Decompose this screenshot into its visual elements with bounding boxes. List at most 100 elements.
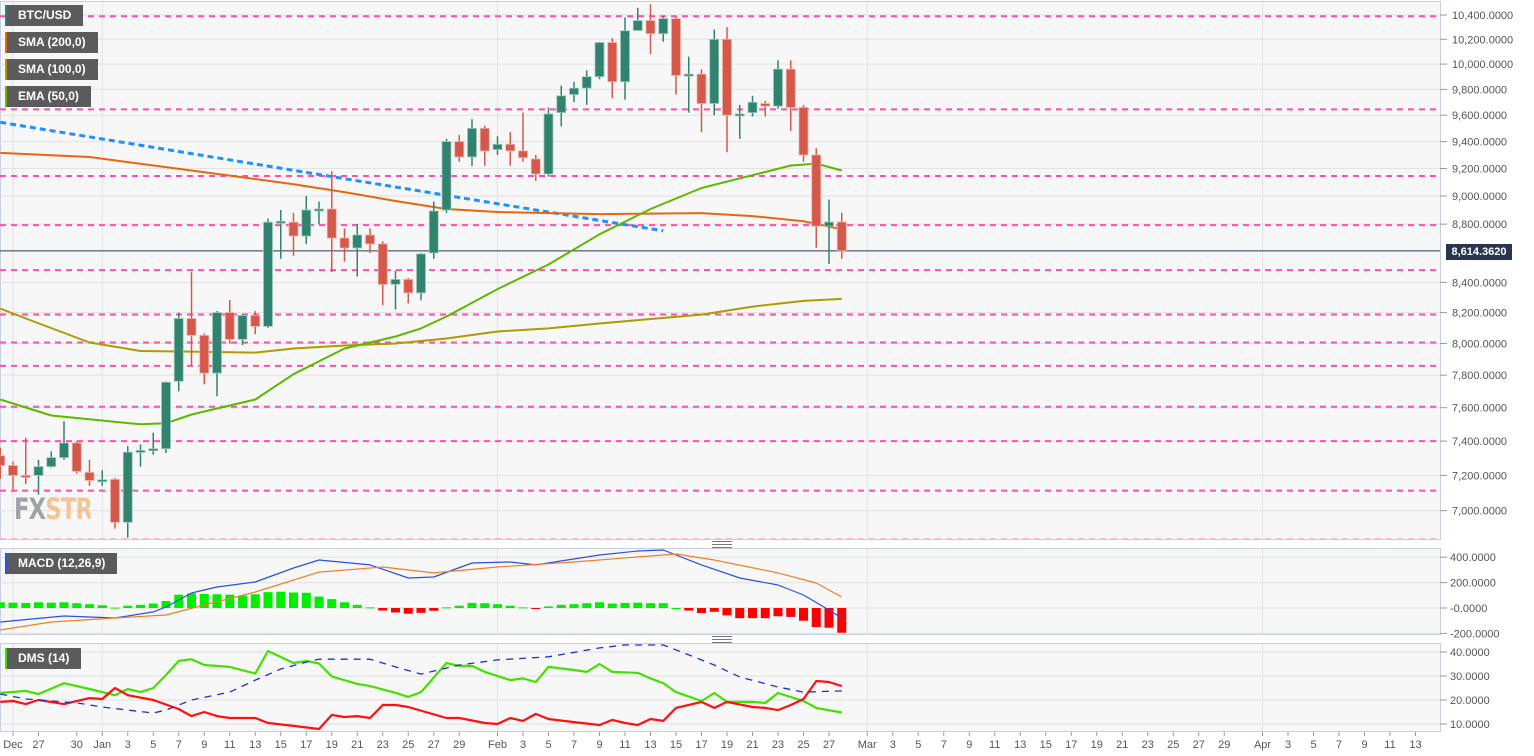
x-tick-label: 7 [1336, 739, 1342, 751]
candle-body [798, 107, 809, 156]
candle-body [122, 451, 133, 523]
x-tick-label: 23 [377, 739, 389, 751]
candle-body [696, 73, 707, 104]
candle-body [773, 68, 783, 107]
candle-body [20, 474, 31, 478]
legend-ema-50[interactable]: EMA (50,0) [5, 86, 91, 107]
macd-histogram-bar [301, 592, 311, 608]
x-tick-label: 13 [1409, 739, 1421, 751]
x-tick-label: 17 [695, 739, 707, 751]
macd-histogram-bar [493, 604, 502, 608]
macd-histogram-bar [8, 602, 18, 608]
x-tick-label: 27 [428, 739, 440, 751]
legend-label: EMA (50,0) [18, 89, 79, 103]
legend-label: SMA (100,0) [18, 62, 86, 76]
candle-body [607, 42, 618, 83]
x-tick-label: 13 [249, 739, 261, 751]
y-tick-label: 7,200.0000 [1452, 470, 1507, 482]
y-tick-label: 10,400.0000 [1452, 10, 1513, 22]
macd-histogram-bar [658, 603, 668, 608]
legend-sma-100[interactable]: SMA (100,0) [5, 59, 98, 80]
candle-body [173, 318, 184, 382]
macd-histogram-bar [187, 593, 196, 608]
y-tick-label: 8,200.0000 [1452, 308, 1507, 320]
legend-label: BTC/USD [18, 8, 72, 22]
candle-body [632, 20, 643, 31]
y-tick-label: 7,000.0000 [1452, 506, 1507, 518]
x-tick-label: 29 [453, 739, 465, 751]
x-tick-label: 7 [176, 739, 182, 751]
macd-panel[interactable] [0, 548, 1441, 635]
legend-sma-200[interactable]: SMA (200,0) [5, 32, 98, 53]
macd-histogram-bar [212, 594, 222, 608]
macd-histogram-bar [429, 608, 439, 611]
price-plot [0, 4, 1440, 539]
macd-histogram-bar [136, 604, 145, 608]
macd-histogram-bar [569, 604, 579, 608]
candle-body [403, 279, 414, 294]
candle-body [212, 312, 222, 374]
x-tick-label: 11 [1384, 739, 1395, 751]
candle-body [275, 220, 286, 224]
candle-body [365, 234, 375, 245]
dms-panel-resize-handle[interactable] [712, 636, 732, 643]
candle-body [454, 141, 465, 158]
x-tick-label: 11 [619, 739, 630, 751]
candle-body [581, 76, 592, 89]
y-tick-label: 40.0000 [1450, 647, 1490, 659]
macd-histogram-bar [582, 603, 592, 608]
x-tick-label: 3 [520, 739, 526, 751]
x-tick-label: 3 [1285, 739, 1291, 751]
macd-histogram-bar [0, 602, 5, 608]
x-tick-label: 27 [1193, 739, 1205, 751]
candle-body [594, 42, 605, 78]
macd-histogram-bar [378, 608, 388, 611]
macd-panel-resize-handle[interactable] [712, 541, 732, 548]
macd-histogram-bar [799, 608, 808, 621]
candle-body [0, 455, 6, 466]
candle-body [518, 150, 528, 159]
x-tick-label: 21 [1116, 739, 1128, 751]
macd-histogram-bar [620, 602, 630, 608]
candle-body [59, 442, 69, 459]
moving-average-line [0, 162, 843, 426]
y-tick-label: 8,000.0000 [1452, 338, 1507, 350]
candle-body [428, 210, 439, 254]
y-tick-label: 8,800.0000 [1452, 219, 1507, 231]
y-tick-label: 7,600.0000 [1452, 403, 1507, 415]
macd-line [0, 549, 843, 623]
candle-body [71, 442, 82, 472]
x-tick-label: 7 [571, 739, 577, 751]
candle-body [760, 103, 771, 107]
x-tick-label: 17 [1065, 739, 1077, 751]
macd-histogram-bar [684, 608, 694, 611]
macd-histogram-bar [773, 608, 783, 617]
macd-plot [0, 549, 847, 633]
macd-histogram-bar [467, 602, 477, 608]
x-tick-label: 7 [941, 739, 947, 751]
macd-histogram-bar [748, 608, 757, 619]
y-tick-label: -0.0000 [1450, 603, 1487, 615]
macd-histogram-bar [123, 605, 133, 608]
dms-panel[interactable] [0, 643, 1441, 732]
macd-histogram-bar [454, 605, 464, 608]
macd-histogram-bar [34, 602, 43, 608]
macd-histogram-bar [480, 603, 490, 608]
macd-histogram-bar [416, 608, 426, 613]
candle-body [161, 381, 171, 450]
candle-body [135, 450, 146, 453]
moving-average-line [0, 297, 842, 354]
candle-body [530, 158, 541, 175]
legend-btcusd[interactable]: BTC/USD [5, 5, 84, 26]
macd-histogram-bar [72, 603, 82, 608]
macd-histogram-bar [709, 608, 719, 612]
x-tick-label: 27 [32, 739, 44, 751]
legend-dms[interactable]: DMS (14) [5, 648, 82, 669]
macd-histogram-bar [722, 608, 732, 616]
y-tick-label: 200.0000 [1450, 578, 1496, 590]
fxstreet-watermark-logo: FXSTREET [14, 492, 91, 524]
legend-macd[interactable]: MACD (12,26,9) [5, 553, 118, 574]
candle-body [479, 127, 490, 152]
candle-body [33, 466, 44, 476]
